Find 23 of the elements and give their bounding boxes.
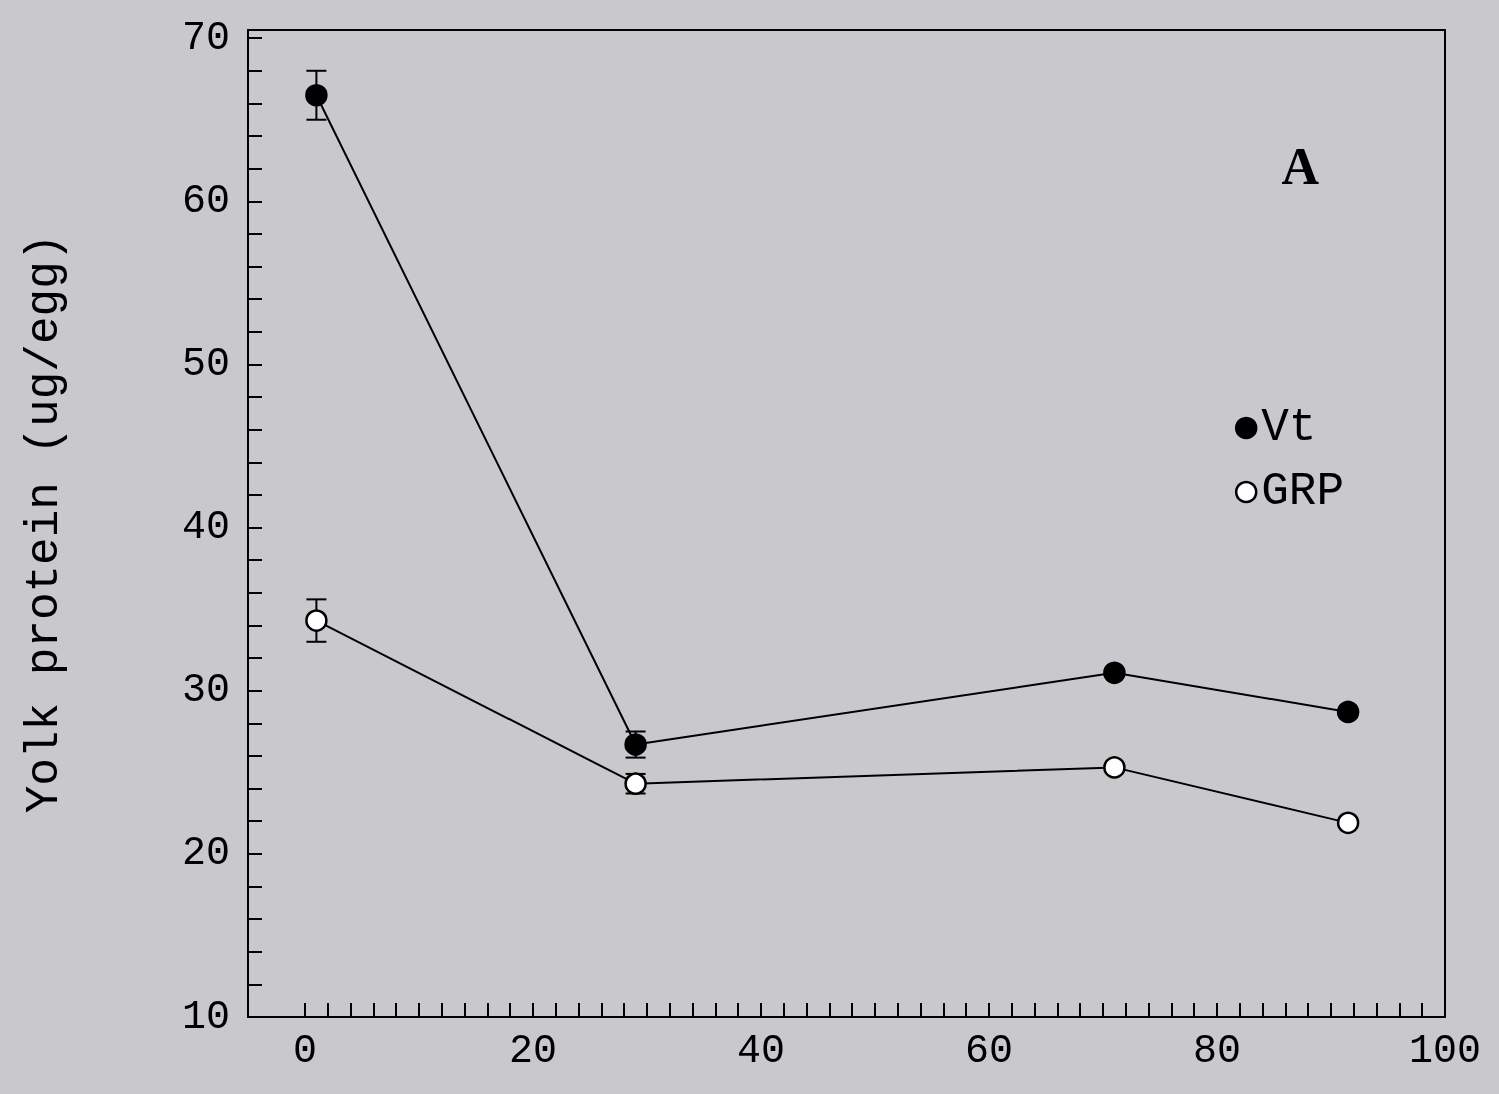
- x-tick-label: 40: [736, 1028, 786, 1074]
- y-tick-label: 20: [181, 831, 230, 877]
- y-axis-title: Yolk protein (ug/egg): [19, 233, 71, 814]
- x-tick-label: 100: [1408, 1028, 1482, 1074]
- x-tick-label: 0: [292, 1028, 318, 1074]
- x-tick-label: 80: [1192, 1028, 1242, 1074]
- y-tick-label: 50: [181, 341, 230, 387]
- legend-label: Vt: [1261, 402, 1317, 454]
- point: [1336, 700, 1360, 724]
- y-tick-label: 70: [181, 15, 230, 61]
- point: [1103, 756, 1126, 779]
- y-tick-label: 60: [181, 178, 230, 224]
- y-tick-label: 30: [181, 668, 230, 714]
- y-tick-label: 10: [181, 994, 230, 1040]
- point: [305, 84, 328, 107]
- point: [305, 609, 328, 632]
- legend-label: GRP: [1261, 466, 1345, 518]
- annotation: A: [1281, 137, 1320, 195]
- point: [1103, 661, 1126, 685]
- x-tick-label: 60: [964, 1028, 1014, 1074]
- point: [1336, 811, 1360, 835]
- y-tick-label: 40: [181, 505, 230, 551]
- x-tick-label: 20: [508, 1028, 558, 1074]
